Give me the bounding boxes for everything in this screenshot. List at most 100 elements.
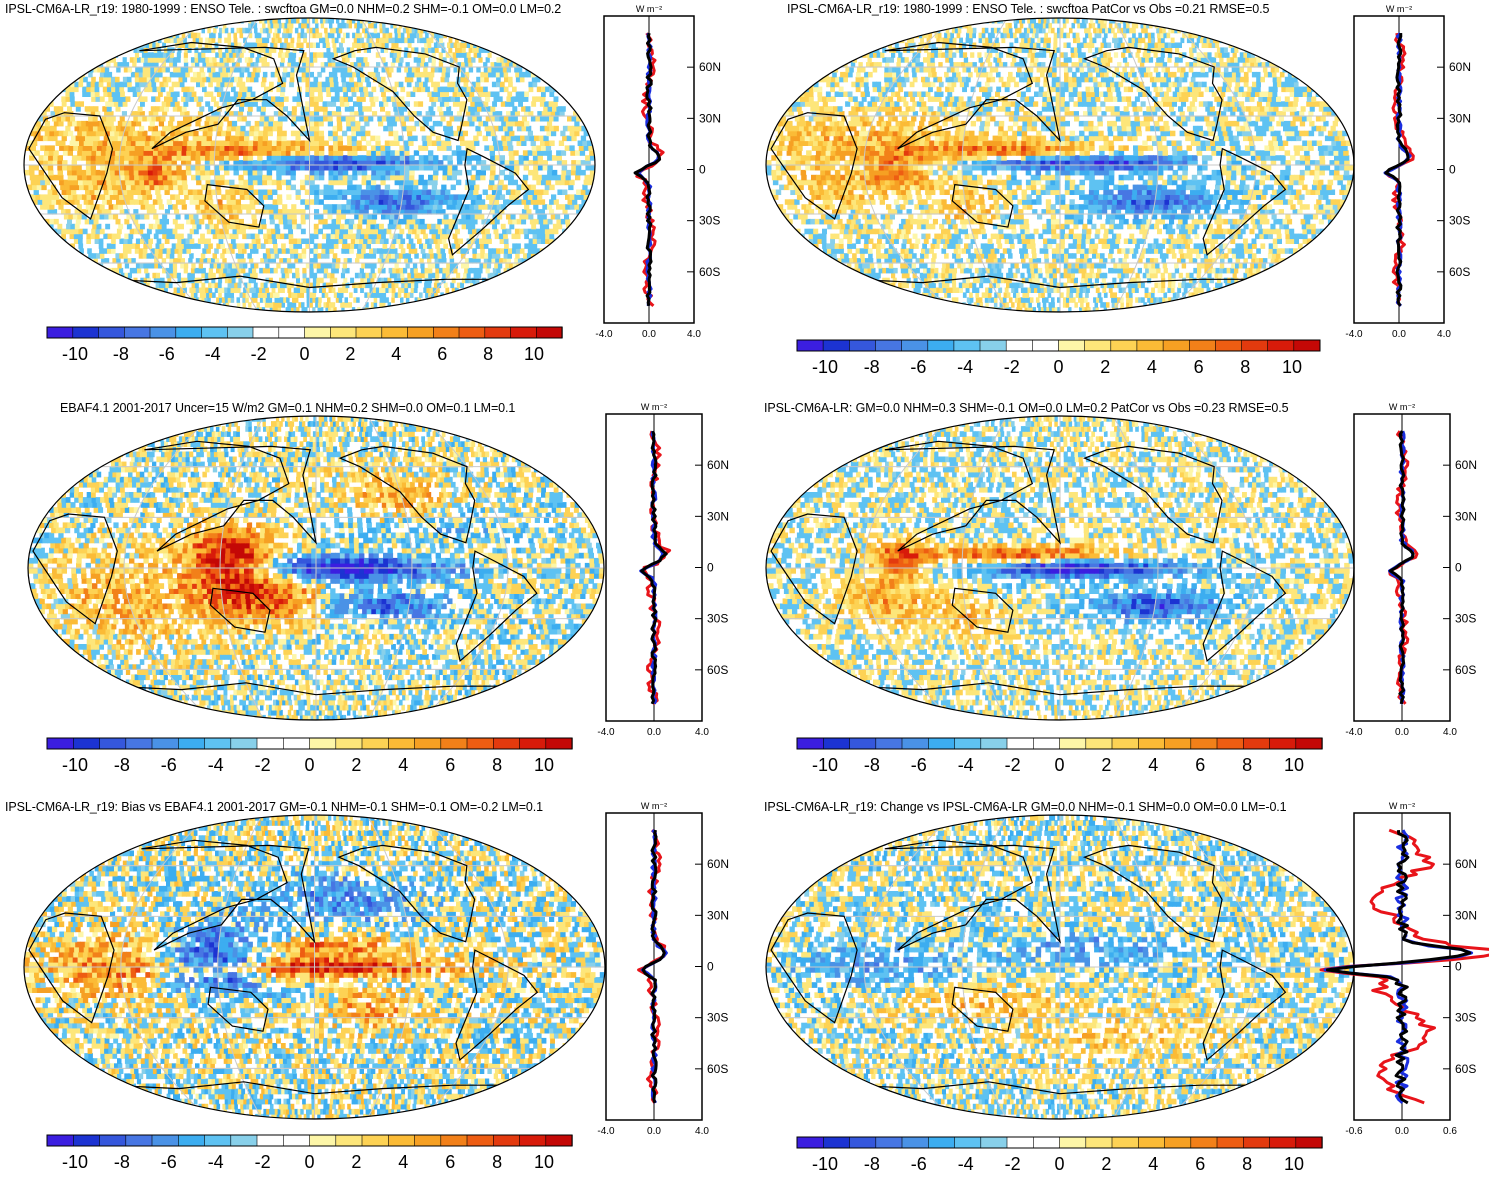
colorbar-label: 6 <box>445 755 455 775</box>
colorbar-swatch <box>1138 738 1165 749</box>
colorbar-swatch <box>330 327 356 338</box>
colorbar-swatch <box>1191 738 1218 749</box>
colorbar-swatch <box>231 738 258 749</box>
colorbar-label: -6 <box>161 1152 177 1172</box>
colorbar-swatch <box>336 738 363 749</box>
colorbar-label: -8 <box>113 344 129 364</box>
lat-tick-label: 30N <box>699 111 721 125</box>
x-tick-label: 0.0 <box>1395 727 1409 738</box>
colorbar-swatch <box>536 327 562 338</box>
x-tick-label: -4.0 <box>1345 727 1363 738</box>
colorbar-label: -2 <box>251 344 267 364</box>
lat-tick-label: 30N <box>1455 509 1477 523</box>
colorbar-swatch <box>980 340 1006 351</box>
colorbar-swatch <box>1268 340 1294 351</box>
colorbar-swatch <box>336 1135 363 1146</box>
colorbar-swatch <box>205 738 232 749</box>
x-tick-label: -0.6 <box>1345 1126 1363 1137</box>
colorbar-swatch <box>823 1137 850 1148</box>
colorbar-swatch <box>205 1135 232 1146</box>
colorbar-swatch <box>73 1135 100 1146</box>
colorbar-swatch <box>849 340 875 351</box>
x-tick-label: 0.0 <box>642 329 656 340</box>
colorbar-swatch <box>253 327 279 338</box>
lat-tick-label: 60S <box>699 265 720 279</box>
lat-tick-label: 60S <box>707 663 728 677</box>
colorbar-label: 6 <box>1195 1154 1205 1174</box>
profile-unit: W m⁻² <box>1389 402 1415 412</box>
colorbar-label: 2 <box>1101 755 1111 775</box>
colorbar-swatch <box>876 738 903 749</box>
colorbar-swatch <box>100 1135 127 1146</box>
colorbar-swatch <box>1060 1137 1087 1148</box>
colorbar-swatch <box>928 340 954 351</box>
colorbar-label: 8 <box>483 344 493 364</box>
colorbar-label: -2 <box>255 1152 271 1172</box>
profile-unit: W m⁻² <box>641 801 667 811</box>
colorbar-swatch <box>875 340 901 351</box>
colorbar-swatch <box>797 340 823 351</box>
colorbar-label: 4 <box>391 344 401 364</box>
panel-title: IPSL-CM6A-LR_r19: Bias vs EBAF4.1 2001-2… <box>5 800 543 814</box>
colorbar-label: -4 <box>208 1152 224 1172</box>
colorbar-swatch <box>955 1137 982 1148</box>
colorbar-swatch <box>1191 1137 1218 1148</box>
x-tick-label: 0.0 <box>647 1126 661 1137</box>
colorbar-swatch <box>1086 1137 1113 1148</box>
colorbar-swatch <box>283 738 310 749</box>
colorbar-label: 6 <box>1194 357 1204 377</box>
profile-unit: W m⁻² <box>1386 4 1412 14</box>
colorbar-label: -8 <box>114 1152 130 1172</box>
colorbar-swatch <box>1294 340 1320 351</box>
map <box>26 414 606 722</box>
colorbar-swatch <box>283 1135 310 1146</box>
lat-tick-label: 0 <box>1449 163 1456 177</box>
lat-tick-label: 60N <box>707 458 729 472</box>
colorbar-swatch <box>257 1135 284 1146</box>
profile-unit: W m⁻² <box>641 402 667 412</box>
colorbar-label: -6 <box>910 357 926 377</box>
colorbar-swatch <box>178 1135 205 1146</box>
colorbar-label: -8 <box>864 1154 880 1174</box>
colorbar-swatch <box>1165 1137 1192 1148</box>
colorbar-swatch <box>1138 1137 1165 1148</box>
colorbar-label: 0 <box>1053 357 1063 377</box>
colorbar-label: 0 <box>304 755 314 775</box>
colorbar-swatch <box>1112 738 1139 749</box>
lat-tick-label: 60S <box>707 1062 728 1076</box>
colorbar-swatch <box>47 327 73 338</box>
colorbar-swatch <box>47 738 74 749</box>
colorbar-label: 0 <box>299 344 309 364</box>
colorbar-swatch <box>1033 1137 1060 1148</box>
colorbar-swatch <box>511 327 537 338</box>
lat-tick-label: 0 <box>707 960 714 974</box>
lat-tick-label: 30S <box>1455 1011 1476 1025</box>
colorbar-label: 8 <box>1242 755 1252 775</box>
colorbar-swatch <box>1033 738 1060 749</box>
colorbar-swatch <box>100 738 127 749</box>
colorbar-label: 4 <box>398 1152 408 1172</box>
colorbar-label: -6 <box>911 1154 927 1174</box>
colorbar-swatch <box>902 738 929 749</box>
colorbar-swatch <box>954 340 980 351</box>
lat-tick-label: 0 <box>707 561 714 575</box>
colorbar-label: 10 <box>534 1152 554 1172</box>
colorbar-swatch <box>441 1135 468 1146</box>
colorbar-label: 10 <box>1284 1154 1304 1174</box>
colorbar-label: -10 <box>812 1154 838 1174</box>
colorbar-swatch <box>1242 340 1268 351</box>
colorbar-label: 2 <box>1101 1154 1111 1174</box>
colorbar-label: 6 <box>1195 755 1205 775</box>
colorbar-label: 8 <box>492 1152 502 1172</box>
colorbar-swatch <box>152 738 179 749</box>
lat-tick-label: 30N <box>707 908 729 922</box>
colorbar-label: 0 <box>1054 755 1064 775</box>
colorbar-label: 6 <box>445 1152 455 1172</box>
colorbar-swatch <box>902 1137 929 1148</box>
